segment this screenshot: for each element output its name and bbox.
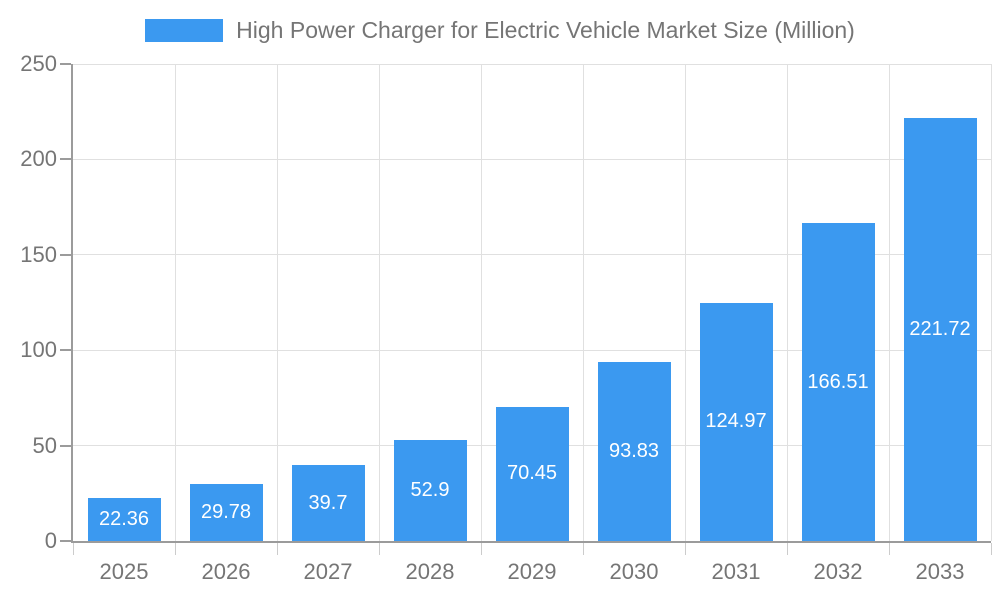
bar-value-label: 22.36	[98, 508, 150, 531]
y-axis-label: 100	[20, 337, 57, 363]
y-axis-tick	[60, 253, 71, 256]
x-axis-tick	[276, 543, 278, 555]
y-axis-tick	[60, 540, 71, 542]
x-axis-label-2029: 2029	[507, 559, 557, 584]
x-axis-label-2025: 2025	[99, 559, 149, 584]
x-axis-tick	[990, 543, 992, 555]
v-gridline	[786, 64, 788, 541]
x-axis-label-2031: 2031	[711, 559, 761, 584]
bar-value-label: 52.9	[410, 479, 450, 502]
y-axis-tick	[60, 444, 71, 447]
bar-value-label: 29.78	[200, 501, 252, 524]
legend-label: High Power Charger for Electric Vehicle …	[236, 17, 855, 43]
v-gridline	[684, 64, 686, 541]
x-axis-line	[71, 541, 991, 543]
legend-swatch-icon	[145, 19, 224, 42]
bar-2028[interactable]: 52.9	[393, 440, 467, 541]
v-gridline	[480, 64, 482, 541]
plot-area: 0 50 100 150 200 250 22.36 2025 29.78 2026 39.7 202…	[20, 51, 992, 584]
bar-2033[interactable]: 221.72	[903, 117, 977, 541]
bar-value-label: 93.83	[608, 439, 660, 462]
y-axis-tick	[60, 158, 71, 161]
h-gridline	[73, 63, 991, 65]
bar-value-label: 70.45	[506, 462, 558, 485]
y-axis-label: 150	[20, 241, 57, 267]
v-gridline	[378, 64, 380, 541]
chart-legend[interactable]: High Power Charger for Electric Vehicle …	[0, 17, 1000, 44]
bar-value-label: 221.72	[909, 317, 971, 340]
v-gridline	[888, 64, 890, 541]
x-axis-tick	[378, 543, 380, 555]
bar-2027[interactable]: 39.7	[291, 465, 365, 541]
x-axis-tick	[888, 543, 890, 555]
bar-2031[interactable]: 124.97	[699, 302, 773, 541]
x-axis-tick	[786, 543, 788, 555]
y-axis-tick	[60, 349, 71, 352]
bar-2030[interactable]: 93.83	[597, 361, 671, 541]
x-axis-label-2027: 2027	[303, 559, 353, 584]
v-gridline	[174, 64, 176, 541]
bar-value-label: 124.97	[705, 410, 767, 433]
bar-2032[interactable]: 166.51	[801, 223, 875, 541]
y-axis-label: 50	[32, 432, 57, 458]
v-gridline	[582, 64, 584, 541]
h-gridline	[73, 254, 991, 256]
bar-2029[interactable]: 70.45	[495, 406, 569, 541]
x-axis-label-2030: 2030	[609, 559, 659, 584]
h-gridline	[73, 158, 991, 160]
x-axis-tick	[174, 543, 176, 555]
x-axis-label-2028: 2028	[405, 559, 455, 584]
y-axis-label: 0	[44, 528, 57, 553]
y-axis-label: 250	[20, 51, 57, 76]
x-axis-tick	[72, 543, 74, 555]
x-axis-tick	[684, 543, 686, 555]
bar-2026[interactable]: 29.78	[189, 484, 263, 541]
x-axis-label-2033: 2033	[915, 559, 965, 584]
bar-value-label: 39.7	[308, 491, 348, 514]
y-axis-line	[71, 64, 73, 543]
v-gridline	[276, 64, 278, 541]
bar-value-label: 166.51	[807, 370, 869, 393]
x-axis-label-2032: 2032	[813, 559, 863, 584]
x-axis-tick	[582, 543, 584, 555]
x-axis-tick	[480, 543, 482, 555]
h-gridline	[73, 349, 991, 351]
x-axis-label-2026: 2026	[201, 559, 251, 584]
v-gridline	[990, 64, 992, 541]
bar-2025[interactable]: 22.36	[87, 498, 161, 541]
y-axis-tick	[60, 63, 71, 65]
y-axis-label: 200	[20, 146, 57, 172]
